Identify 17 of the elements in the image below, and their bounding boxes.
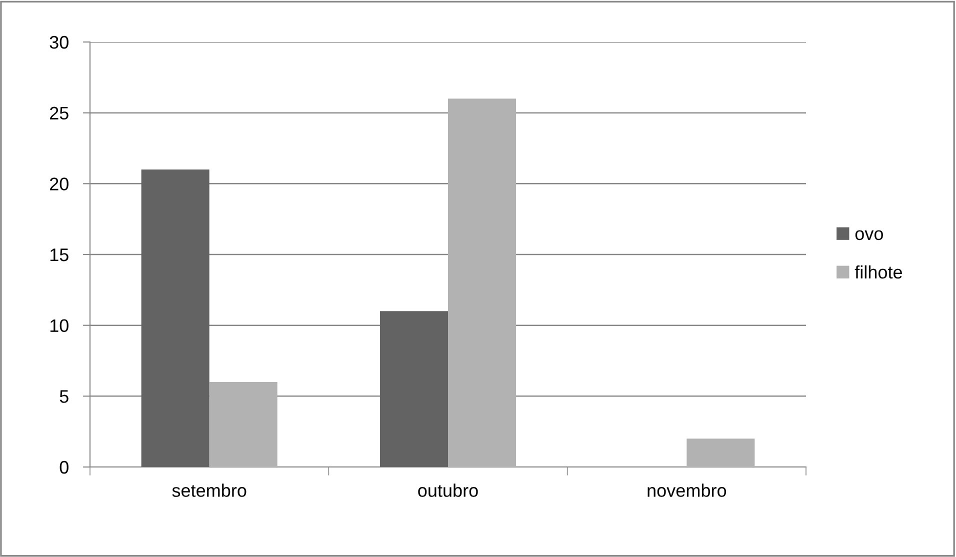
- legend-label: filhote: [854, 265, 902, 279]
- y-tick-label: 10: [50, 319, 68, 332]
- y-tick-label: 25: [50, 106, 68, 120]
- x-tick-label: outubro: [418, 484, 478, 497]
- y-tick-label: 0: [60, 460, 68, 474]
- x-tick-label: novembro: [648, 484, 726, 497]
- x-tick-label: setembro: [172, 484, 246, 497]
- bar: [209, 382, 278, 467]
- bar: [686, 438, 755, 467]
- y-tick-label: 5: [60, 390, 68, 403]
- y-tick-label: 30: [50, 36, 68, 49]
- bar: [448, 98, 516, 467]
- bar: [141, 170, 210, 467]
- y-tick-label: 15: [50, 248, 68, 262]
- y-tick-label: 20: [50, 178, 68, 190]
- legend-label: ovo: [855, 230, 883, 240]
- bar: [380, 311, 448, 467]
